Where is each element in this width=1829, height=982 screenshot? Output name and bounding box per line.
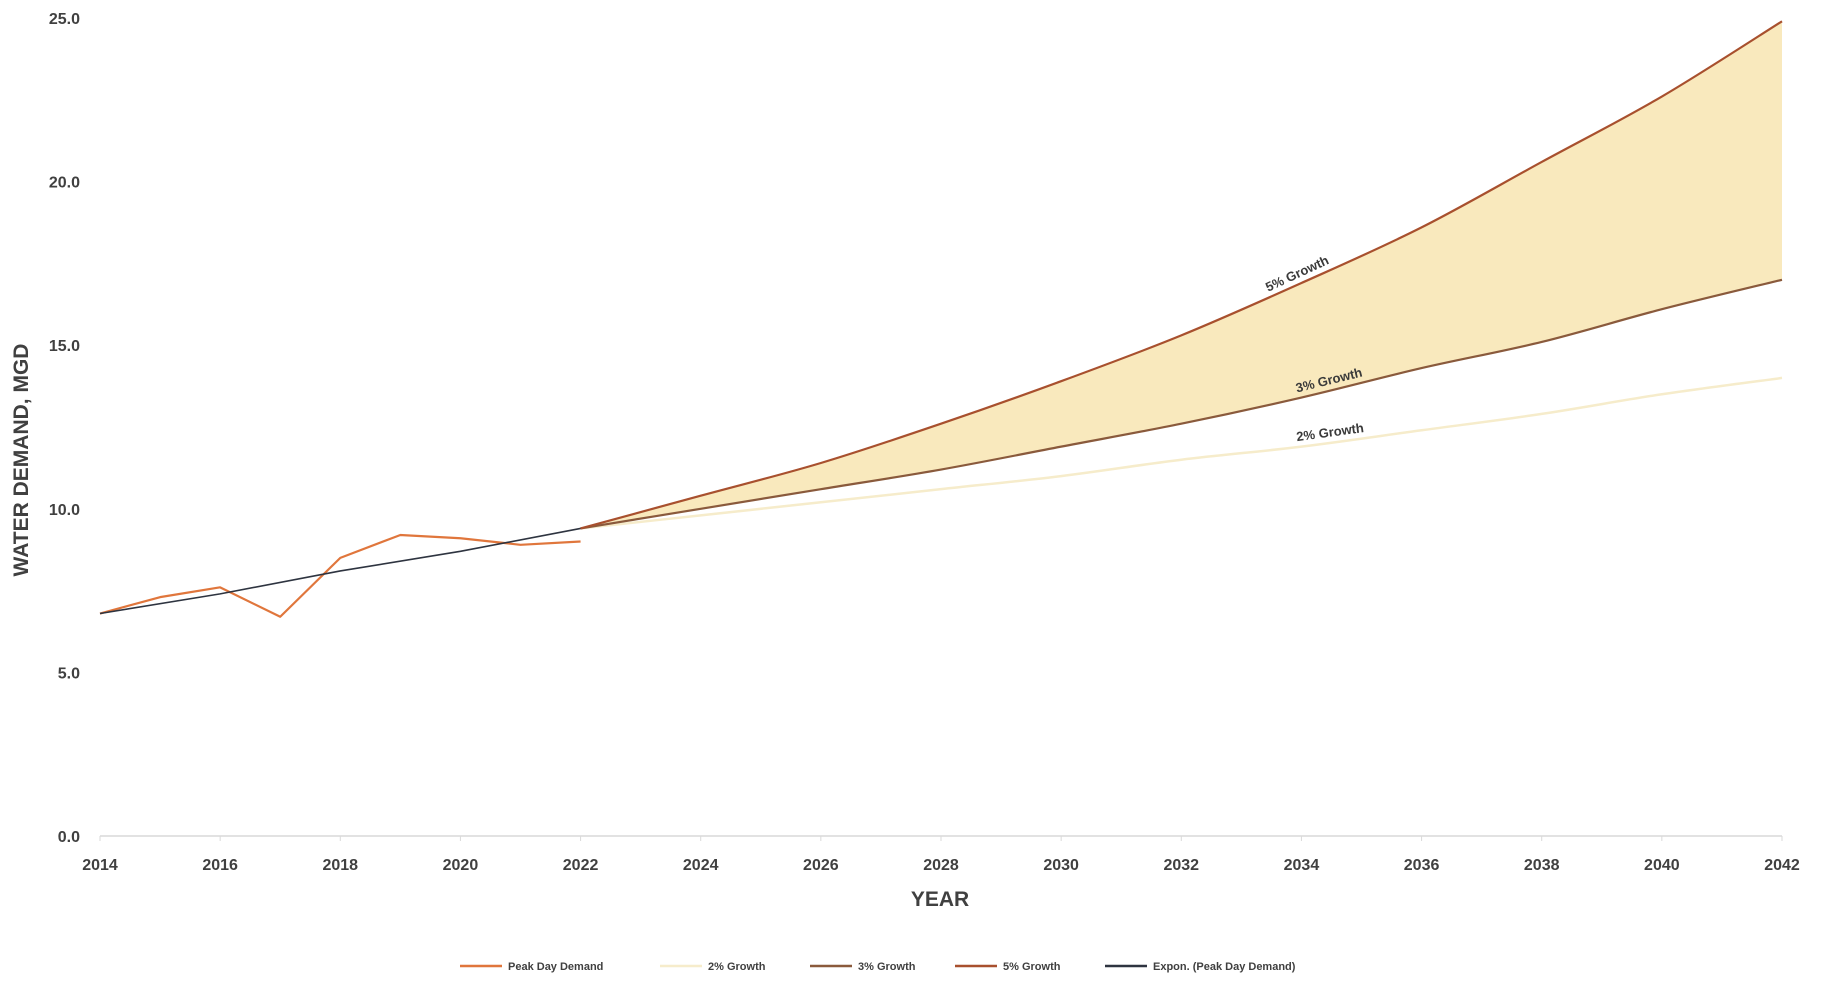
series-line-5-growth	[580, 20, 1783, 530]
legend: Peak Day Demand 2% Growth 3% Growth 5% Grow…	[460, 961, 1296, 973]
x-tick-label: 2026	[803, 857, 839, 874]
series-line-3-growth	[580, 278, 1783, 530]
legend-label-2-growth: 2% Growth	[708, 961, 766, 973]
growth-band-area	[580, 21, 1782, 529]
legend-label-5-growth: 5% Growth	[1003, 961, 1061, 973]
x-tick-label: 2030	[1043, 857, 1079, 874]
x-tick-label: 2042	[1764, 857, 1800, 874]
legend-label-3-growth: 3% Growth	[858, 961, 916, 973]
y-tick-label: 0.0	[58, 829, 80, 846]
x-tick-label: 2028	[923, 857, 959, 874]
x-tick-label: 2040	[1644, 857, 1680, 874]
x-tick-label: 2022	[563, 857, 599, 874]
x-tick-label: 2024	[683, 857, 719, 874]
x-tick-label: 2038	[1524, 857, 1560, 874]
x-tick-label: 2034	[1284, 857, 1320, 874]
x-tick-label: 2020	[443, 857, 479, 874]
x-tick-label: 2032	[1163, 857, 1199, 874]
x-tick-label: 2016	[202, 857, 238, 874]
x-tick-label: 2036	[1404, 857, 1440, 874]
axes-layer: 2014 2016 2018 2020 2022 2024 2026 2028 2030 2032…	[49, 11, 1800, 874]
growth-band-layer	[580, 21, 1782, 529]
series-line-peak-day-demand	[99, 533, 581, 618]
legend-label-peak-day-demand: Peak Day Demand	[508, 961, 603, 973]
y-tick-label: 5.0	[58, 665, 80, 682]
x-tick-label: 2014	[82, 857, 118, 874]
y-tick-label: 10.0	[49, 502, 80, 519]
x-axis-title: YEAR	[911, 888, 969, 911]
y-axis-title: WATER DEMAND, MGD	[10, 344, 33, 577]
x-tick-label: 2018	[322, 857, 358, 874]
y-tick-label: 20.0	[49, 175, 80, 192]
series-line-expon-peak-day-demand	[99, 527, 581, 615]
series-layer	[99, 20, 1783, 618]
series-line-2-growth	[580, 376, 1783, 530]
y-tick-label: 15.0	[49, 338, 80, 355]
y-tick-label: 25.0	[49, 11, 80, 28]
legend-label-expon-peak-day-demand: Expon. (Peak Day Demand)	[1153, 961, 1296, 973]
